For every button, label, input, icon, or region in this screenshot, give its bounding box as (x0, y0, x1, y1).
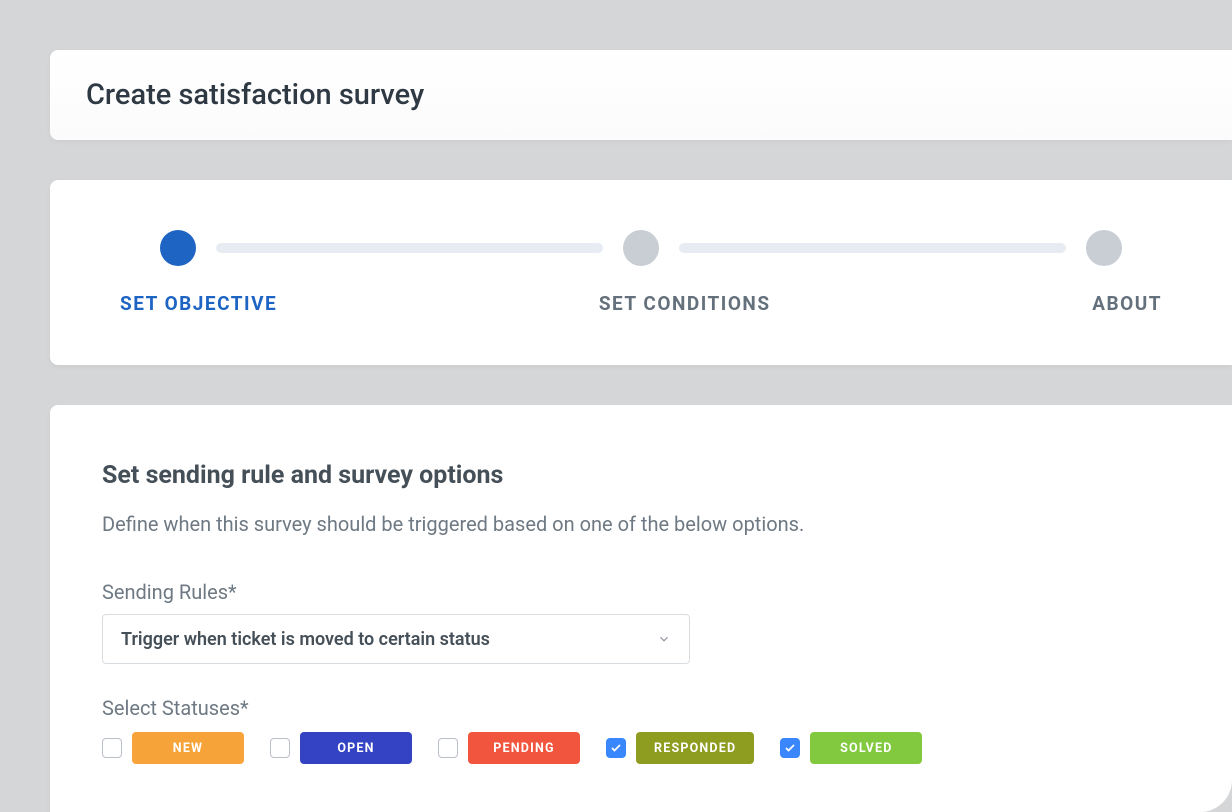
step-dot-objective[interactable] (160, 230, 196, 266)
section-description: Define when this survey should be trigge… (102, 512, 1180, 536)
viewport: Create satisfaction survey SET OBJECTIVE… (0, 0, 1232, 812)
status-checkbox-new[interactable] (102, 738, 122, 758)
step-label-objective[interactable]: SET OBJECTIVE (120, 292, 277, 315)
status-item-new: NEW (102, 732, 244, 764)
step-dot-about[interactable] (1086, 230, 1122, 266)
stepper-card: SET OBJECTIVE SET CONDITIONS ABOUT (50, 180, 1232, 365)
status-checkbox-solved[interactable] (780, 738, 800, 758)
page-title: Create satisfaction survey (86, 78, 1196, 112)
sending-rules-label: Sending Rules* (102, 580, 1180, 604)
step-line (679, 243, 1066, 253)
step-label-conditions[interactable]: SET CONDITIONS (599, 292, 771, 315)
status-badge-solved: SOLVED (810, 732, 922, 764)
status-badge-new: NEW (132, 732, 244, 764)
select-statuses-label: Select Statuses* (102, 696, 1180, 720)
status-row: NEW OPEN PENDING RESPONDED (102, 732, 1180, 764)
status-checkbox-open[interactable] (270, 738, 290, 758)
stepper-track (120, 230, 1162, 266)
step-line (216, 243, 603, 253)
status-item-solved: SOLVED (780, 732, 922, 764)
status-badge-responded: RESPONDED (636, 732, 754, 764)
chevron-down-icon (657, 632, 671, 646)
section-title: Set sending rule and survey options (102, 461, 1180, 490)
status-checkbox-responded[interactable] (606, 738, 626, 758)
sending-rules-value: Trigger when ticket is moved to certain … (121, 629, 490, 650)
form-card: Set sending rule and survey options Defi… (50, 405, 1232, 812)
status-item-pending: PENDING (438, 732, 580, 764)
status-item-responded: RESPONDED (606, 732, 754, 764)
sending-rules-select[interactable]: Trigger when ticket is moved to certain … (102, 614, 690, 664)
step-dot-conditions[interactable] (623, 230, 659, 266)
step-label-about[interactable]: ABOUT (1092, 292, 1162, 315)
status-checkbox-pending[interactable] (438, 738, 458, 758)
status-badge-pending: PENDING (468, 732, 580, 764)
status-badge-open: OPEN (300, 732, 412, 764)
stepper-labels: SET OBJECTIVE SET CONDITIONS ABOUT (120, 292, 1162, 315)
status-item-open: OPEN (270, 732, 412, 764)
header-card: Create satisfaction survey (50, 50, 1232, 140)
